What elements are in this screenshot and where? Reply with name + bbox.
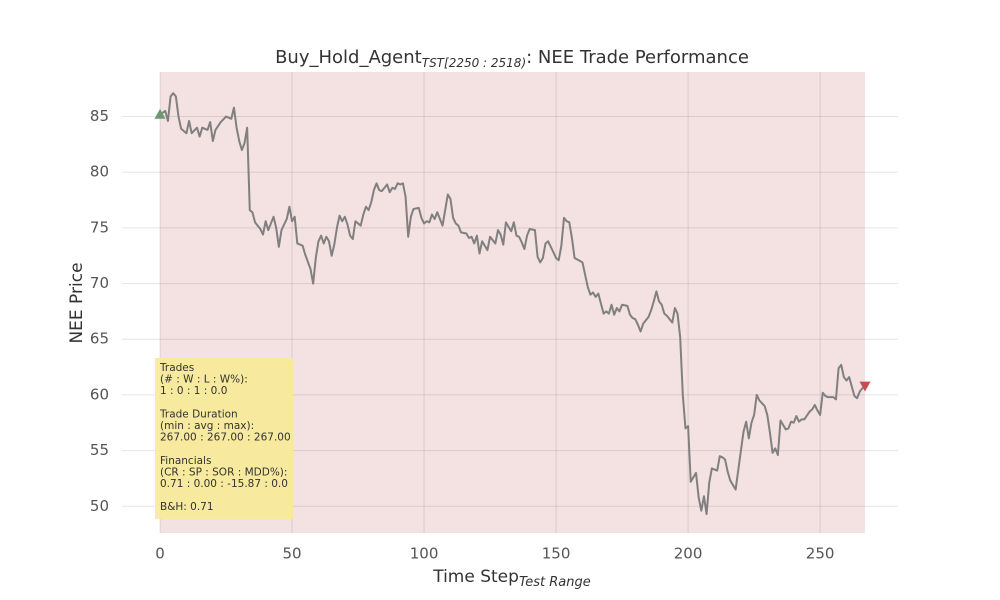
y-tick-label: 65 xyxy=(90,330,109,348)
y-tick-label: 70 xyxy=(90,274,109,292)
annotation-text: Trade Duration xyxy=(159,408,238,420)
y-tick-label: 55 xyxy=(90,441,109,459)
title-main: Buy_Hold_Agent xyxy=(275,47,422,68)
xlabel-main: Time Step xyxy=(432,567,519,587)
x-tick-label: 50 xyxy=(282,545,301,563)
annotation-text: Financials xyxy=(160,455,211,467)
y-axis-label: NEE Price xyxy=(67,262,87,343)
title-rest: : NEE Trade Performance xyxy=(526,47,749,68)
annotation-text: 1 : 0 : 1 : 0.0 xyxy=(160,385,227,397)
annotation-text: 0.71 : 0.00 : -15.87 : 0.0 xyxy=(160,478,288,490)
x-tick-label: 250 xyxy=(806,545,835,563)
xlabel-subscript: Test Range xyxy=(519,575,591,590)
annotation-text: Trades xyxy=(159,362,194,374)
data-layer: Trades(# : W : L : W%):1 : 0 : 1 : 0.0 Tr… xyxy=(154,92,871,519)
annotation-text: (CR : SP : SOR : MDD%): xyxy=(160,466,287,478)
y-tick-label: 50 xyxy=(90,497,109,515)
buy-marker xyxy=(154,108,166,119)
x-tick-label: 100 xyxy=(410,545,439,563)
x-axis-label: Time StepTest Range xyxy=(432,567,591,590)
x-tick-label: 0 xyxy=(155,545,165,563)
y-tick-label: 60 xyxy=(90,385,109,403)
x-tick-label: 150 xyxy=(542,545,571,563)
grid-layer: 50 55 60 65 70 75 80 85 0 50 100 150 200 250 xyxy=(90,72,898,563)
annotation-text: (# : W : L : W%): xyxy=(160,374,248,386)
chart-title: Buy_Hold_AgentTST[2250 : 2518): NEE Trad… xyxy=(275,47,749,70)
price-line xyxy=(159,92,866,516)
annotation-text: 267.00 : 267.00 : 267.00 xyxy=(160,432,291,444)
annotation-text: B&H: 0.71 xyxy=(160,501,214,513)
y-tick-label: 80 xyxy=(90,163,109,181)
x-tick-label: 200 xyxy=(674,545,703,563)
title-subscript: TST[2250 : 2518) xyxy=(422,56,526,70)
y-tick-label: 75 xyxy=(90,218,109,236)
annotation-text: (min : avg : max): xyxy=(160,420,254,432)
y-tick-label: 85 xyxy=(90,107,109,125)
annotation-box xyxy=(155,358,293,519)
sell-marker xyxy=(859,381,871,392)
